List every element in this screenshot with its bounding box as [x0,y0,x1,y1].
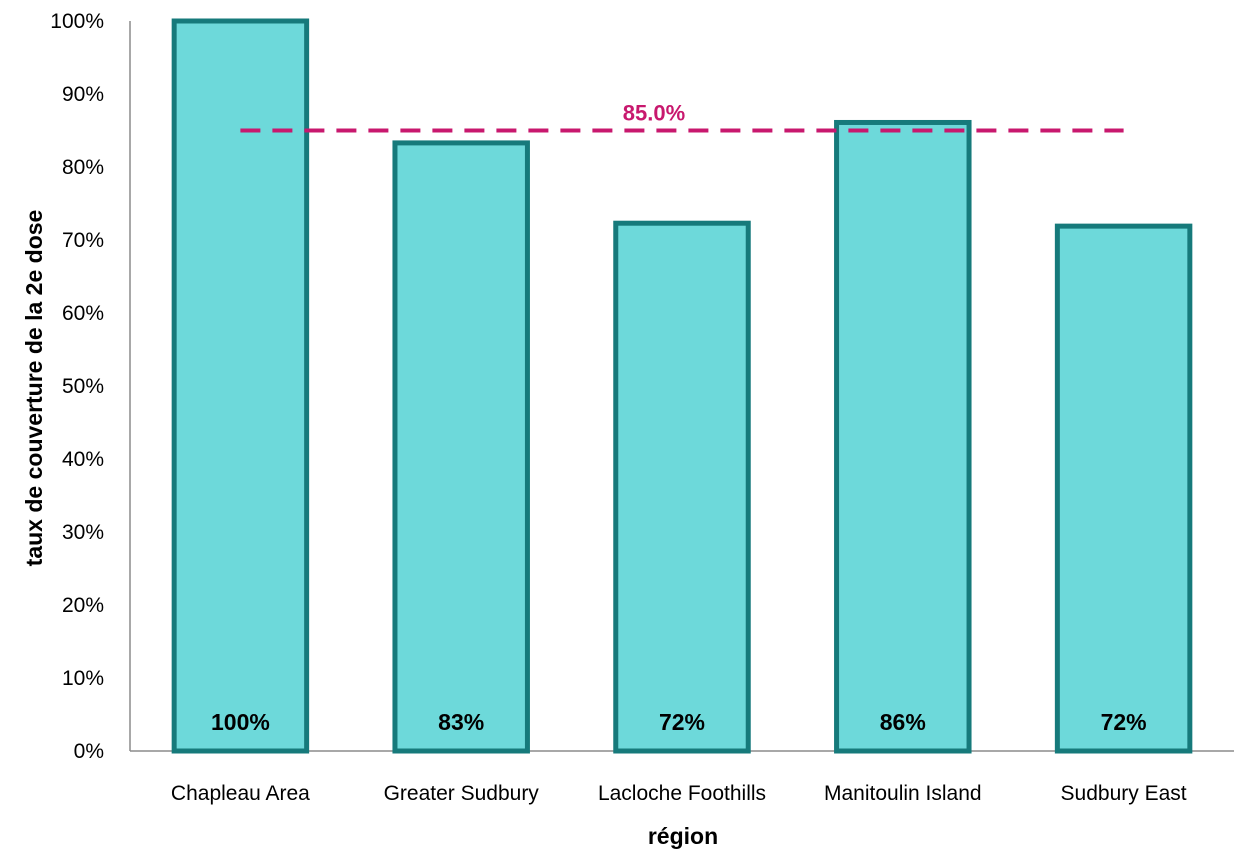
y-tick-label: 20% [62,594,104,617]
bar-data-label: 100% [211,709,270,735]
y-tick-label: 90% [62,83,104,106]
bar [613,220,751,754]
y-tick-label: 80% [62,156,104,179]
x-tick-label: Sudbury East [1061,782,1187,805]
x-tick-label: Greater Sudbury [384,782,540,805]
y-axis-ticks: 0% 10% 20% 30% 40% 50% 60% 70% 80% 90% 100% [50,10,104,763]
bar [171,18,310,754]
y-tick-label: 100% [50,10,104,33]
bar-data-label: 72% [659,709,705,735]
bar [392,140,530,754]
y-axis-title: taux de couverture de la 2e dose [21,210,47,567]
bar [834,119,972,754]
y-tick-label: 40% [62,448,104,471]
bar-data-label: 83% [438,709,484,735]
y-tick-label: 70% [62,229,104,252]
bar [1054,223,1193,754]
bar-data-label: 72% [1101,709,1147,735]
reference-line-group: 85.0% [240,101,1124,133]
y-tick-label: 0% [74,740,104,763]
x-tick-label: Manitoulin Island [824,782,982,805]
y-tick-label: 30% [62,521,104,544]
y-tick-label: 50% [62,375,104,398]
y-tick-label: 60% [62,302,104,325]
bars-group: 100% 83% 72% 86% 72% [171,18,1193,754]
bar-data-label: 86% [880,709,926,735]
y-tick-label: 10% [62,667,104,690]
x-tick-label: Chapleau Area [171,782,310,805]
reference-line-label: 85.0% [623,101,685,126]
x-tick-label: Lacloche Foothills [598,782,766,805]
x-axis-title: région [648,823,718,849]
category-labels: Chapleau Area Greater Sudbury Lacloche Foo… [171,782,1187,805]
